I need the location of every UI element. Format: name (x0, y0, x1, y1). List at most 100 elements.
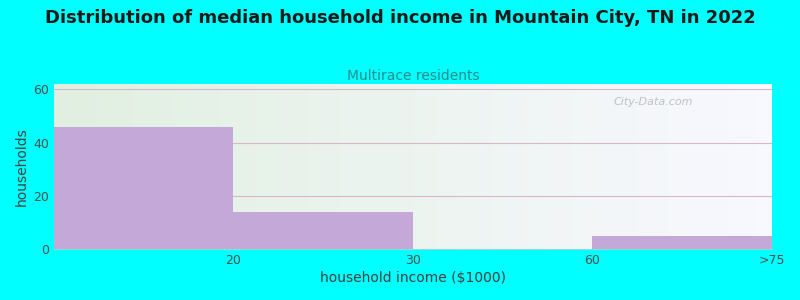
Bar (606, 84, 609, 249)
Bar (111, 84, 114, 249)
Bar (686, 84, 688, 249)
Bar (650, 84, 652, 249)
Bar (128, 84, 130, 249)
Bar (760, 84, 762, 249)
Bar (183, 84, 186, 249)
Bar (116, 84, 118, 249)
Bar (746, 84, 748, 249)
Bar (369, 84, 371, 249)
Bar (190, 84, 193, 249)
Bar (448, 84, 450, 249)
Bar (556, 84, 558, 249)
Bar (114, 84, 116, 249)
Bar (734, 84, 736, 249)
Bar (159, 84, 162, 249)
Bar (291, 84, 294, 249)
Bar (195, 84, 198, 249)
Bar (563, 84, 566, 249)
Bar (224, 84, 226, 249)
Bar (508, 84, 510, 249)
Bar (193, 84, 195, 249)
Bar (664, 84, 666, 249)
Bar (419, 84, 422, 249)
Bar (226, 84, 229, 249)
Bar (594, 84, 597, 249)
Bar (78, 84, 80, 249)
Bar (743, 84, 746, 249)
Bar (573, 84, 575, 249)
Bar (241, 84, 243, 249)
Bar (522, 84, 525, 249)
X-axis label: household income ($1000): household income ($1000) (320, 271, 506, 285)
Bar (188, 84, 190, 249)
Bar (436, 84, 438, 249)
Bar (267, 84, 270, 249)
Bar (539, 84, 542, 249)
Bar (537, 84, 539, 249)
Bar (294, 84, 296, 249)
Bar (313, 84, 315, 249)
Bar (414, 84, 417, 249)
Bar (80, 84, 82, 249)
Bar (296, 84, 298, 249)
Bar (503, 84, 506, 249)
Bar (647, 84, 650, 249)
Bar (171, 84, 174, 249)
Bar (520, 84, 522, 249)
Bar (381, 84, 383, 249)
Bar (106, 84, 109, 249)
Bar (741, 84, 743, 249)
Bar (582, 84, 585, 249)
Bar (729, 84, 731, 249)
Bar (422, 84, 424, 249)
Bar (450, 84, 453, 249)
Bar (102, 84, 104, 249)
Bar (94, 84, 97, 249)
Bar (693, 84, 695, 249)
Bar (162, 84, 164, 249)
Bar (303, 84, 306, 249)
Bar (68, 84, 70, 249)
Bar (376, 84, 378, 249)
Bar (518, 84, 520, 249)
Bar (279, 84, 282, 249)
Bar (212, 84, 214, 249)
Bar (364, 84, 366, 249)
Bar (621, 84, 623, 249)
Bar (681, 84, 683, 249)
Bar (104, 84, 106, 249)
Bar (506, 84, 508, 249)
Bar (374, 84, 376, 249)
Bar (320, 84, 322, 249)
Bar (738, 84, 741, 249)
Title: Multirace residents: Multirace residents (346, 69, 479, 83)
Bar (602, 84, 604, 249)
Bar (123, 84, 126, 249)
Bar (700, 84, 702, 249)
Bar (438, 84, 441, 249)
Bar (274, 84, 277, 249)
Bar (395, 84, 398, 249)
Bar (479, 84, 482, 249)
Bar (253, 84, 255, 249)
Bar (429, 84, 431, 249)
Bar (174, 84, 176, 249)
Bar (61, 84, 63, 249)
Text: City-Data.com: City-Data.com (614, 98, 694, 107)
Bar (410, 84, 412, 249)
Bar (407, 84, 410, 249)
Bar (121, 84, 123, 249)
Bar (544, 84, 546, 249)
Bar (532, 84, 534, 249)
Bar (359, 84, 362, 249)
Bar (286, 84, 289, 249)
Bar (702, 84, 705, 249)
Bar (635, 84, 638, 249)
Bar (214, 84, 217, 249)
Bar (671, 84, 674, 249)
Bar (248, 84, 250, 249)
Bar (614, 84, 616, 249)
Bar (467, 84, 470, 249)
Bar (705, 84, 707, 249)
Bar (354, 84, 357, 249)
